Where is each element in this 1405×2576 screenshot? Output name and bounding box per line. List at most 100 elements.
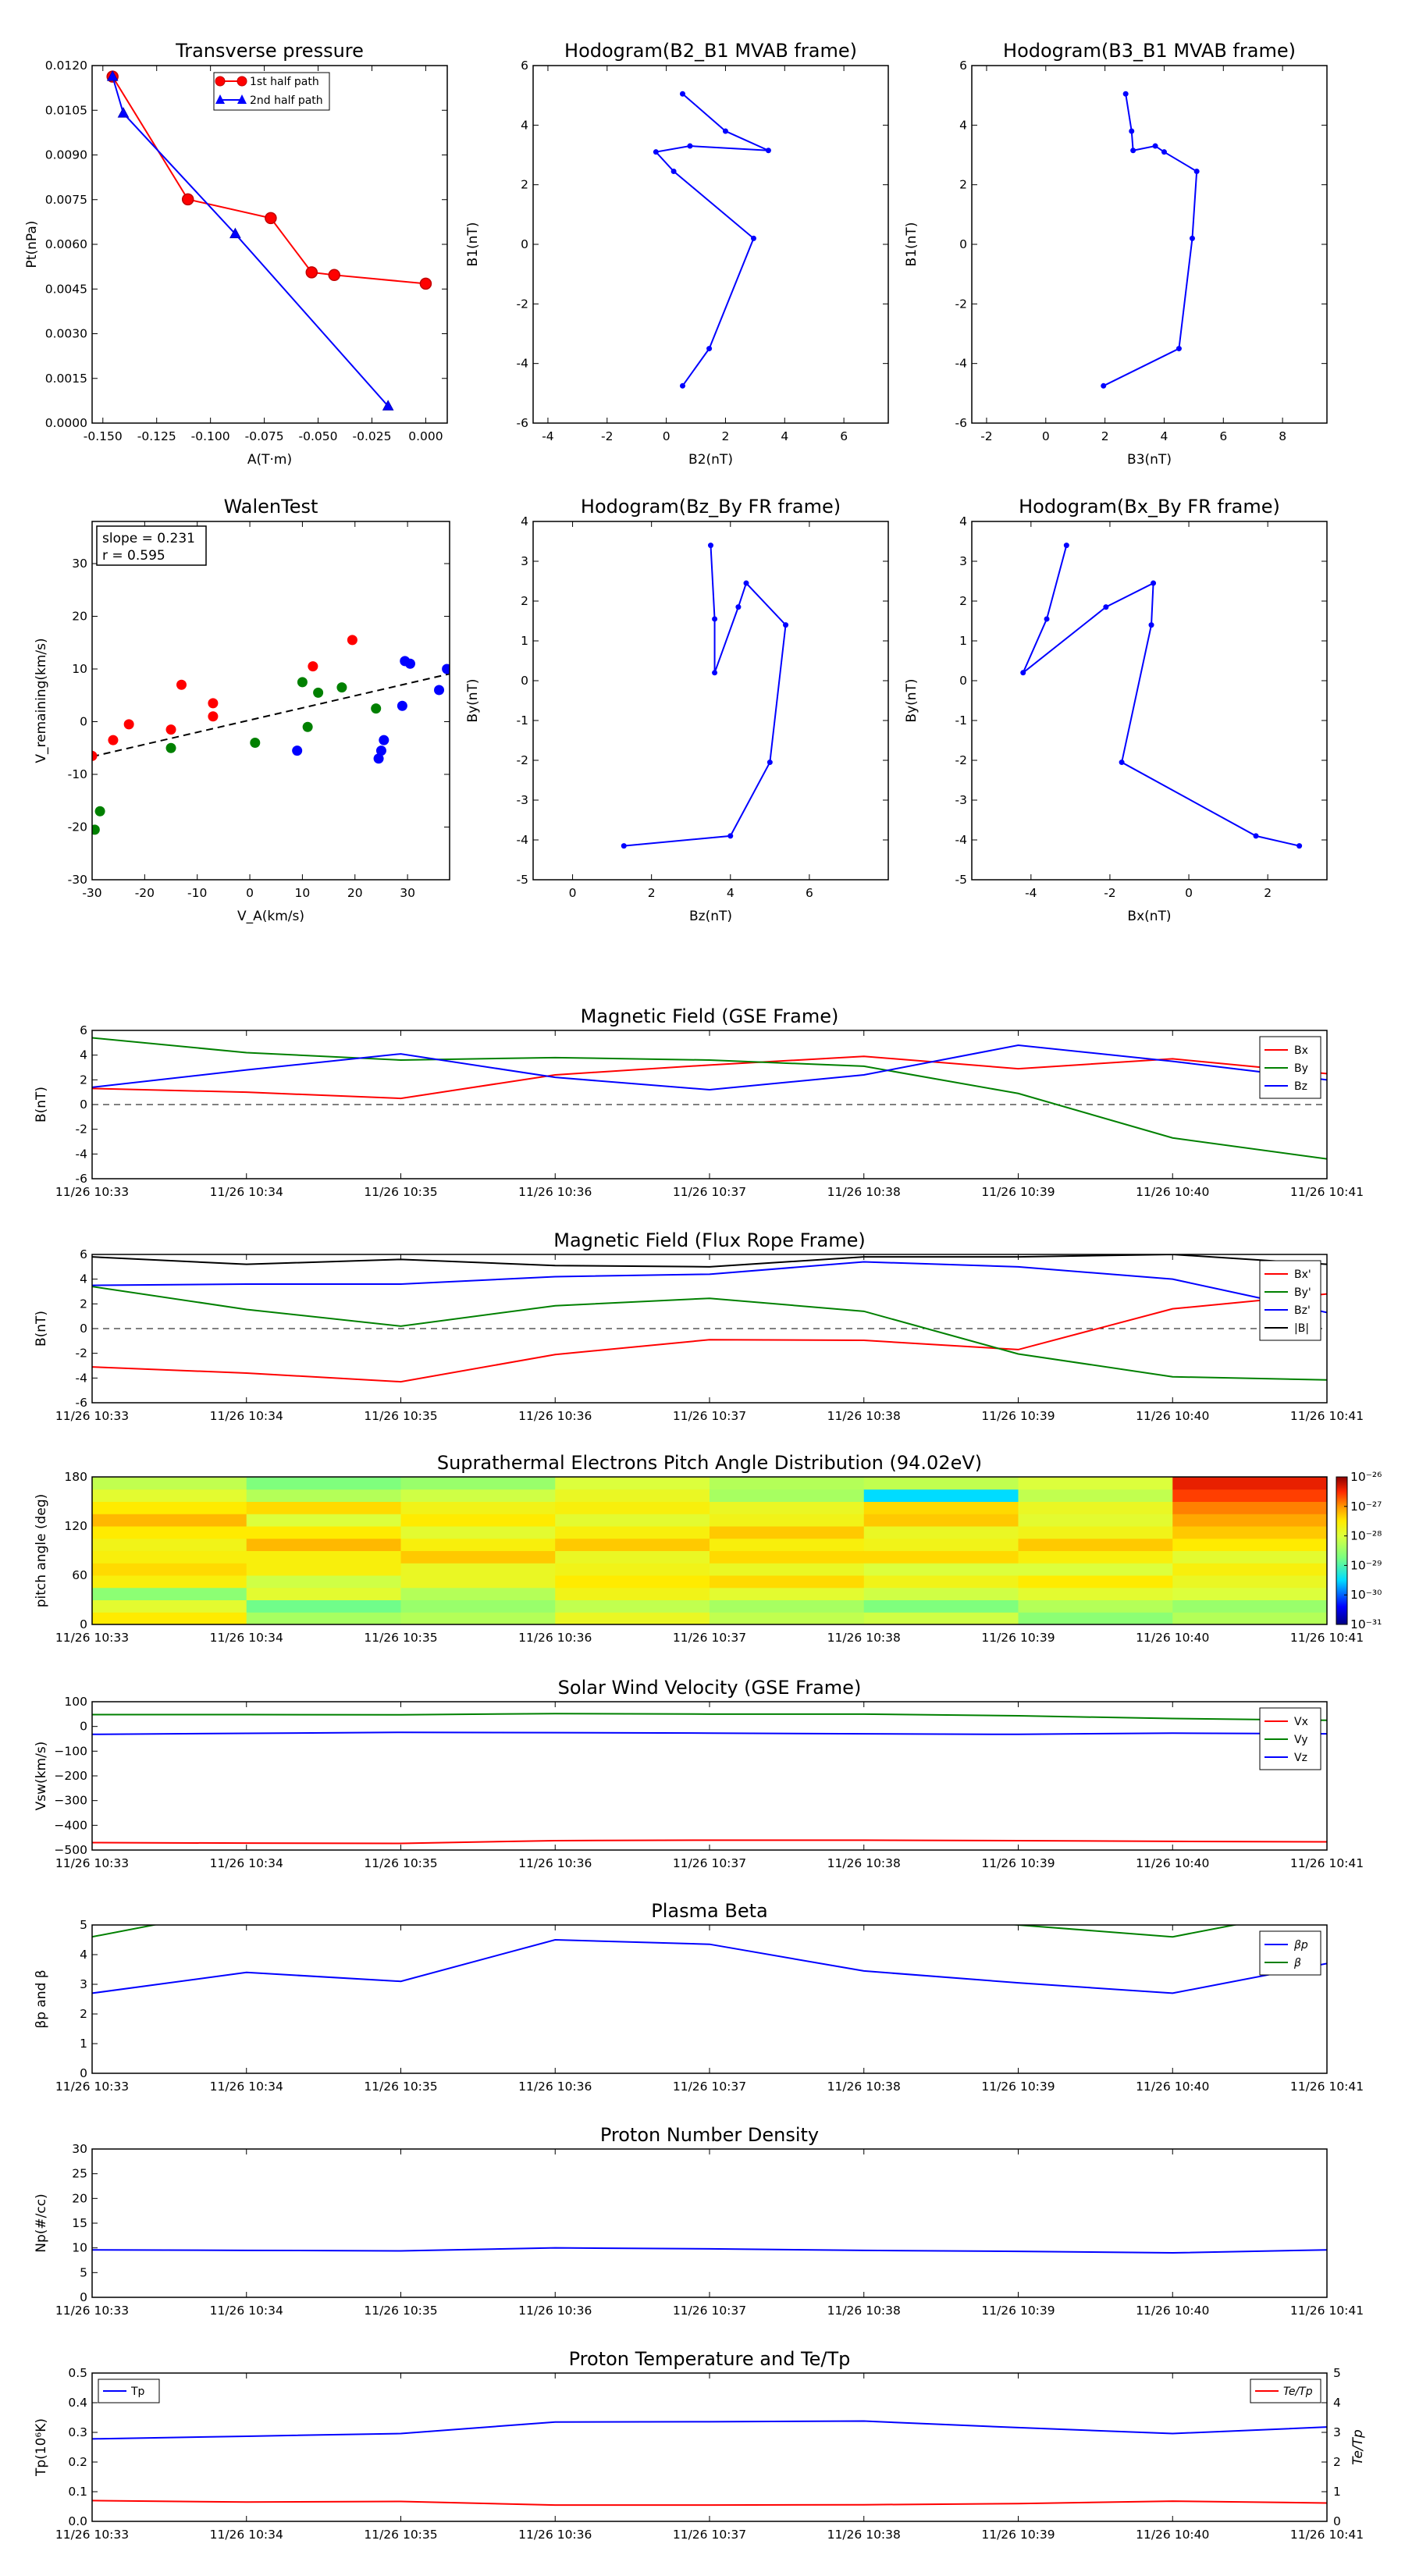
panel-hodo_bzby: Hodogram(Bz_By FR frame) Bz(nT) By(nT) 0 2 4 6… bbox=[465, 496, 889, 924]
time-tick-label: 11/26 10:35 bbox=[364, 2080, 437, 2094]
x-axis-label: B3(nT) bbox=[1127, 452, 1172, 468]
y-tick-label: 0 bbox=[80, 1617, 87, 1631]
heatmap-cell bbox=[555, 1477, 710, 1490]
y-tick-label: 60 bbox=[72, 1568, 87, 1582]
legend-label: By bbox=[1294, 1062, 1308, 1075]
time-tick-label: 11/26 10:39 bbox=[981, 1631, 1055, 1645]
fit-line bbox=[92, 673, 450, 758]
heatmap-cell bbox=[863, 1599, 1019, 1613]
scatter-point-blue bbox=[397, 700, 407, 711]
x-tick-label: 0.000 bbox=[408, 429, 443, 443]
y-tick-label: 6 bbox=[80, 1247, 87, 1261]
y-tick-label: −300 bbox=[54, 1794, 87, 1808]
y-tick-label: -6 bbox=[76, 1396, 87, 1410]
heatmap-cell bbox=[555, 1587, 710, 1600]
y-tick-label: -2 bbox=[76, 1123, 87, 1137]
heatmap-cell bbox=[400, 1538, 556, 1551]
y-tick-label: 2 bbox=[521, 594, 528, 608]
y-tick-label: -3 bbox=[517, 793, 528, 807]
legend-label: βp bbox=[1293, 1939, 1308, 1952]
heatmap-cell bbox=[710, 1501, 865, 1514]
y-tick-label: -2 bbox=[517, 753, 528, 767]
plot-frame bbox=[532, 65, 889, 424]
y-tick-label: 6 bbox=[80, 1023, 87, 1037]
y-tick-label: -4 bbox=[517, 357, 528, 371]
x-tick-label: -2 bbox=[980, 429, 992, 443]
heatmap-cell bbox=[246, 1477, 401, 1490]
heatmap-cell bbox=[92, 1501, 247, 1514]
heatmap-cell bbox=[710, 1550, 865, 1564]
heatmap-cell bbox=[710, 1477, 865, 1490]
y-tick-label: -5 bbox=[517, 873, 528, 887]
scatter-point-green bbox=[313, 687, 324, 698]
time-tick-label: 11/26 10:38 bbox=[827, 1185, 901, 1199]
heatmap-cell bbox=[92, 1538, 247, 1551]
y-axis-label-right: Te/Tp bbox=[1350, 2429, 1366, 2465]
x-tick-label: -30 bbox=[82, 886, 101, 900]
panel-walen: WalenTestV_A(km/s)V_remaining(km/s)V_A(k… bbox=[34, 496, 450, 924]
heatmap-cell bbox=[710, 1587, 865, 1600]
heatmap-cell bbox=[92, 1477, 247, 1490]
data-point bbox=[783, 622, 789, 628]
time-tick-label: 11/26 10:39 bbox=[981, 2080, 1055, 2094]
y-tick-label: -2 bbox=[955, 753, 967, 767]
y-tick-label: 3 bbox=[521, 554, 528, 568]
x-tick-label: 6 bbox=[840, 429, 848, 443]
data-point bbox=[621, 843, 627, 849]
series-line-Bx bbox=[92, 1055, 1327, 1100]
plot-area bbox=[92, 1037, 1327, 1160]
plot-area bbox=[92, 2420, 1327, 2507]
scatter-point-red bbox=[347, 635, 357, 646]
time-tick-label: 11/26 10:40 bbox=[1136, 1409, 1209, 1423]
y-tick-label: -2 bbox=[76, 1347, 87, 1361]
x-tick-label: -20 bbox=[135, 886, 155, 900]
heatmap-cell bbox=[555, 1538, 710, 1551]
plot-frame bbox=[91, 1924, 1328, 2074]
panel-title: Suprathermal Electrons Pitch Angle Distr… bbox=[437, 1452, 982, 1474]
heatmap-cell bbox=[1018, 1477, 1173, 1490]
data-point bbox=[1151, 580, 1157, 586]
y-tick-label: 2 bbox=[80, 2007, 87, 2021]
y-axis-label: V_remaining(km/s) bbox=[34, 638, 49, 763]
x-tick-label: -4 bbox=[542, 429, 553, 443]
scatter-point-red bbox=[308, 661, 318, 672]
heatmap-cell bbox=[246, 1563, 401, 1576]
x-axis-label: Bx(nT) bbox=[1127, 909, 1171, 924]
y-tick-label: −400 bbox=[54, 1818, 87, 1832]
scatter-point-red bbox=[176, 679, 187, 690]
panel-title: Proton Number Density bbox=[600, 2124, 819, 2146]
legend-label: Bz' bbox=[1294, 1304, 1311, 1317]
heatmap-cell bbox=[555, 1563, 710, 1576]
y-tick-label: 0 bbox=[80, 1322, 87, 1336]
time-tick-label: 11/26 10:41 bbox=[1290, 1856, 1364, 1870]
heatmap-cell bbox=[710, 1599, 865, 1613]
heatmap-cell bbox=[1172, 1514, 1327, 1527]
y-tick-label: -6 bbox=[955, 416, 967, 430]
time-tick-label: 11/26 10:35 bbox=[364, 2304, 437, 2318]
legend: 1st half path 2nd half path bbox=[213, 72, 330, 111]
y-tick-label: 0 bbox=[959, 237, 967, 251]
plot-frame bbox=[91, 1701, 1328, 1851]
y-tick-label: 6 bbox=[521, 59, 528, 73]
panel-title: Hodogram(B3_B1 MVAB frame) bbox=[1003, 40, 1296, 62]
y-tick-label: -4 bbox=[76, 1371, 87, 1385]
y-axis-label: Tp(10⁶K) bbox=[34, 2418, 49, 2477]
x-tick-label: 2 bbox=[648, 886, 656, 900]
plot-frame bbox=[91, 1030, 1328, 1179]
data-point bbox=[712, 616, 718, 622]
y-tick-label: -4 bbox=[955, 833, 967, 847]
panel-hodo_b3b1: Hodogram(B3_B1 MVAB frame) B3(nT) B1(nT) -2… bbox=[904, 40, 1328, 468]
heatmap-cell bbox=[400, 1612, 556, 1624]
data-point bbox=[679, 91, 685, 97]
heatmap-cell bbox=[246, 1575, 401, 1589]
y-tick-label: -10 bbox=[68, 767, 87, 781]
y-tick-label: 180 bbox=[64, 1470, 87, 1484]
y-tick-label: 0 bbox=[80, 2066, 87, 2080]
x-tick-label: 0 bbox=[1185, 886, 1193, 900]
data-point bbox=[743, 580, 749, 586]
data-point bbox=[1129, 128, 1135, 134]
x-tick-label: 0 bbox=[569, 886, 577, 900]
data-point bbox=[722, 128, 728, 134]
heatmap-cell bbox=[1172, 1489, 1327, 1502]
panel-mag_fr: Magnetic Field (Flux Rope Frame) B(nT) 11/… bbox=[34, 1229, 1364, 1423]
